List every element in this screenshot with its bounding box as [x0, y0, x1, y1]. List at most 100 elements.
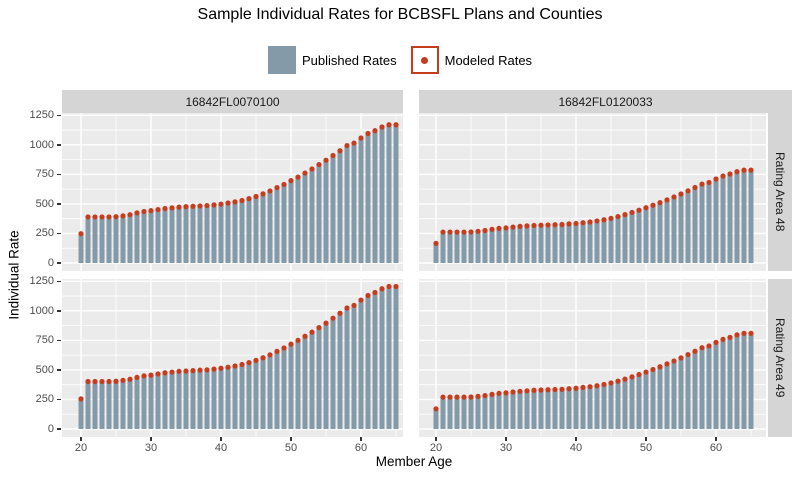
published-rate-bar	[468, 231, 474, 263]
published-rate-bar	[713, 178, 719, 263]
published-rate-bar	[734, 171, 740, 263]
published-rate-bar	[106, 216, 112, 263]
modeled-rate-dot	[141, 373, 147, 379]
published-rate-bar	[239, 364, 245, 429]
published-rate-bar	[253, 360, 259, 429]
modeled-rate-dot	[120, 377, 126, 383]
published-rate-bar	[503, 227, 509, 263]
modeled-rate-dot	[316, 161, 322, 168]
modeled-rate-dot	[720, 336, 726, 342]
modeled-rate-dot	[372, 289, 378, 296]
modeled-rate-dot	[85, 378, 91, 385]
modeled-rate-dot	[601, 381, 607, 388]
modeled-rate-dot	[190, 368, 196, 374]
published-rate-bar	[433, 408, 439, 429]
modeled-rate-dot	[78, 396, 84, 402]
x-tick-label: 60	[354, 442, 368, 454]
published-rate-bar	[566, 388, 572, 429]
modeled-rate-dot	[134, 210, 140, 216]
x-tick-mark	[435, 437, 437, 441]
published-rate-bar	[650, 369, 656, 429]
legend-item-published: Published Rates	[267, 46, 397, 74]
modeled-rate-dot	[274, 185, 280, 191]
published-rate-bar	[706, 345, 712, 429]
published-rate-bar	[748, 333, 754, 429]
modeled-rate-dot	[253, 193, 259, 200]
modeled-rate-dot	[337, 310, 343, 316]
published-rate-bar	[517, 391, 523, 429]
modeled-rate-dot	[643, 205, 649, 211]
published-rate-bar	[615, 381, 621, 429]
published-rate-bar	[538, 390, 544, 429]
modeled-rate-dot	[720, 173, 726, 179]
modeled-dot-icon	[421, 56, 429, 64]
modeled-rate-dot	[330, 152, 336, 159]
x-tick-mark	[505, 437, 507, 441]
modeled-rate-dot	[489, 391, 495, 397]
published-rate-bar	[267, 190, 273, 263]
published-rate-bar	[344, 145, 350, 263]
published-rate-bar	[664, 199, 670, 263]
published-rate-bar	[622, 379, 628, 429]
modeled-rate-dot	[141, 208, 147, 215]
published-rate-bar	[601, 219, 607, 263]
facet-column-strip-plan-0070100: 16842FL0070100	[62, 90, 403, 113]
published-rates-swatch-icon	[267, 46, 296, 74]
y-tick-label: 1000	[29, 138, 54, 151]
published-rate-bar	[344, 308, 350, 429]
x-tick-label: 40	[569, 442, 583, 454]
x-tick-label: 40	[214, 442, 228, 454]
modeled-rate-dot	[267, 188, 273, 194]
published-rate-bar	[155, 373, 161, 429]
x-tick-label: 30	[499, 442, 513, 454]
published-rate-bar	[734, 334, 740, 429]
published-rate-bar	[169, 207, 175, 263]
published-rate-bar	[447, 232, 453, 263]
published-rate-bar	[365, 295, 371, 429]
modeled-rate-dot	[566, 386, 572, 392]
modeled-rate-dot	[127, 212, 133, 218]
published-rate-bar	[134, 212, 140, 263]
published-rate-bar	[629, 376, 635, 429]
modeled-rate-dot	[517, 223, 523, 229]
modeled-rate-dot	[155, 206, 161, 213]
modeled-rate-dot	[678, 191, 684, 197]
published-rate-bar	[706, 182, 712, 263]
modeled-rate-dot	[393, 283, 399, 290]
y-tick-mark	[57, 262, 61, 264]
modeled-rate-dot	[650, 366, 656, 373]
published-rate-bar	[482, 230, 488, 263]
y-tick-mark	[57, 232, 61, 235]
modeled-rate-dot	[594, 218, 600, 224]
published-rate-bar	[545, 389, 551, 429]
modeled-rate-dot	[309, 329, 315, 335]
published-rate-bar	[323, 160, 329, 263]
y-tick-label: 250	[35, 227, 54, 240]
modeled-rate-dot	[106, 214, 112, 220]
published-rate-bar	[281, 347, 287, 429]
modeled-rate-dot	[204, 367, 210, 373]
published-rate-bar	[106, 381, 112, 429]
modeled-rate-dot	[685, 188, 691, 194]
modeled-rate-dot	[559, 386, 565, 392]
modeled-rate-dot	[636, 207, 642, 213]
modeled-rate-dot	[351, 140, 357, 146]
published-rate-bar	[636, 374, 642, 429]
published-rate-bar	[204, 369, 210, 429]
published-rate-bar	[524, 225, 530, 263]
modeled-rate-dot	[113, 378, 119, 384]
modeled-rate-dot	[664, 361, 670, 367]
modeled-rate-dot	[629, 209, 635, 216]
published-rate-bar	[545, 224, 551, 263]
modeled-rate-dot	[295, 174, 301, 180]
published-rate-bar	[461, 397, 467, 429]
y-tick-label: 1250	[29, 275, 54, 288]
published-rate-bar	[337, 150, 343, 263]
modeled-rate-dot	[211, 202, 217, 208]
published-rate-bar	[337, 313, 343, 429]
modeled-rate-dot	[190, 203, 196, 209]
modeled-rate-dot	[524, 388, 530, 394]
published-rate-bar	[183, 206, 189, 263]
y-tick-mark	[57, 144, 61, 146]
published-rate-bar	[573, 388, 579, 429]
